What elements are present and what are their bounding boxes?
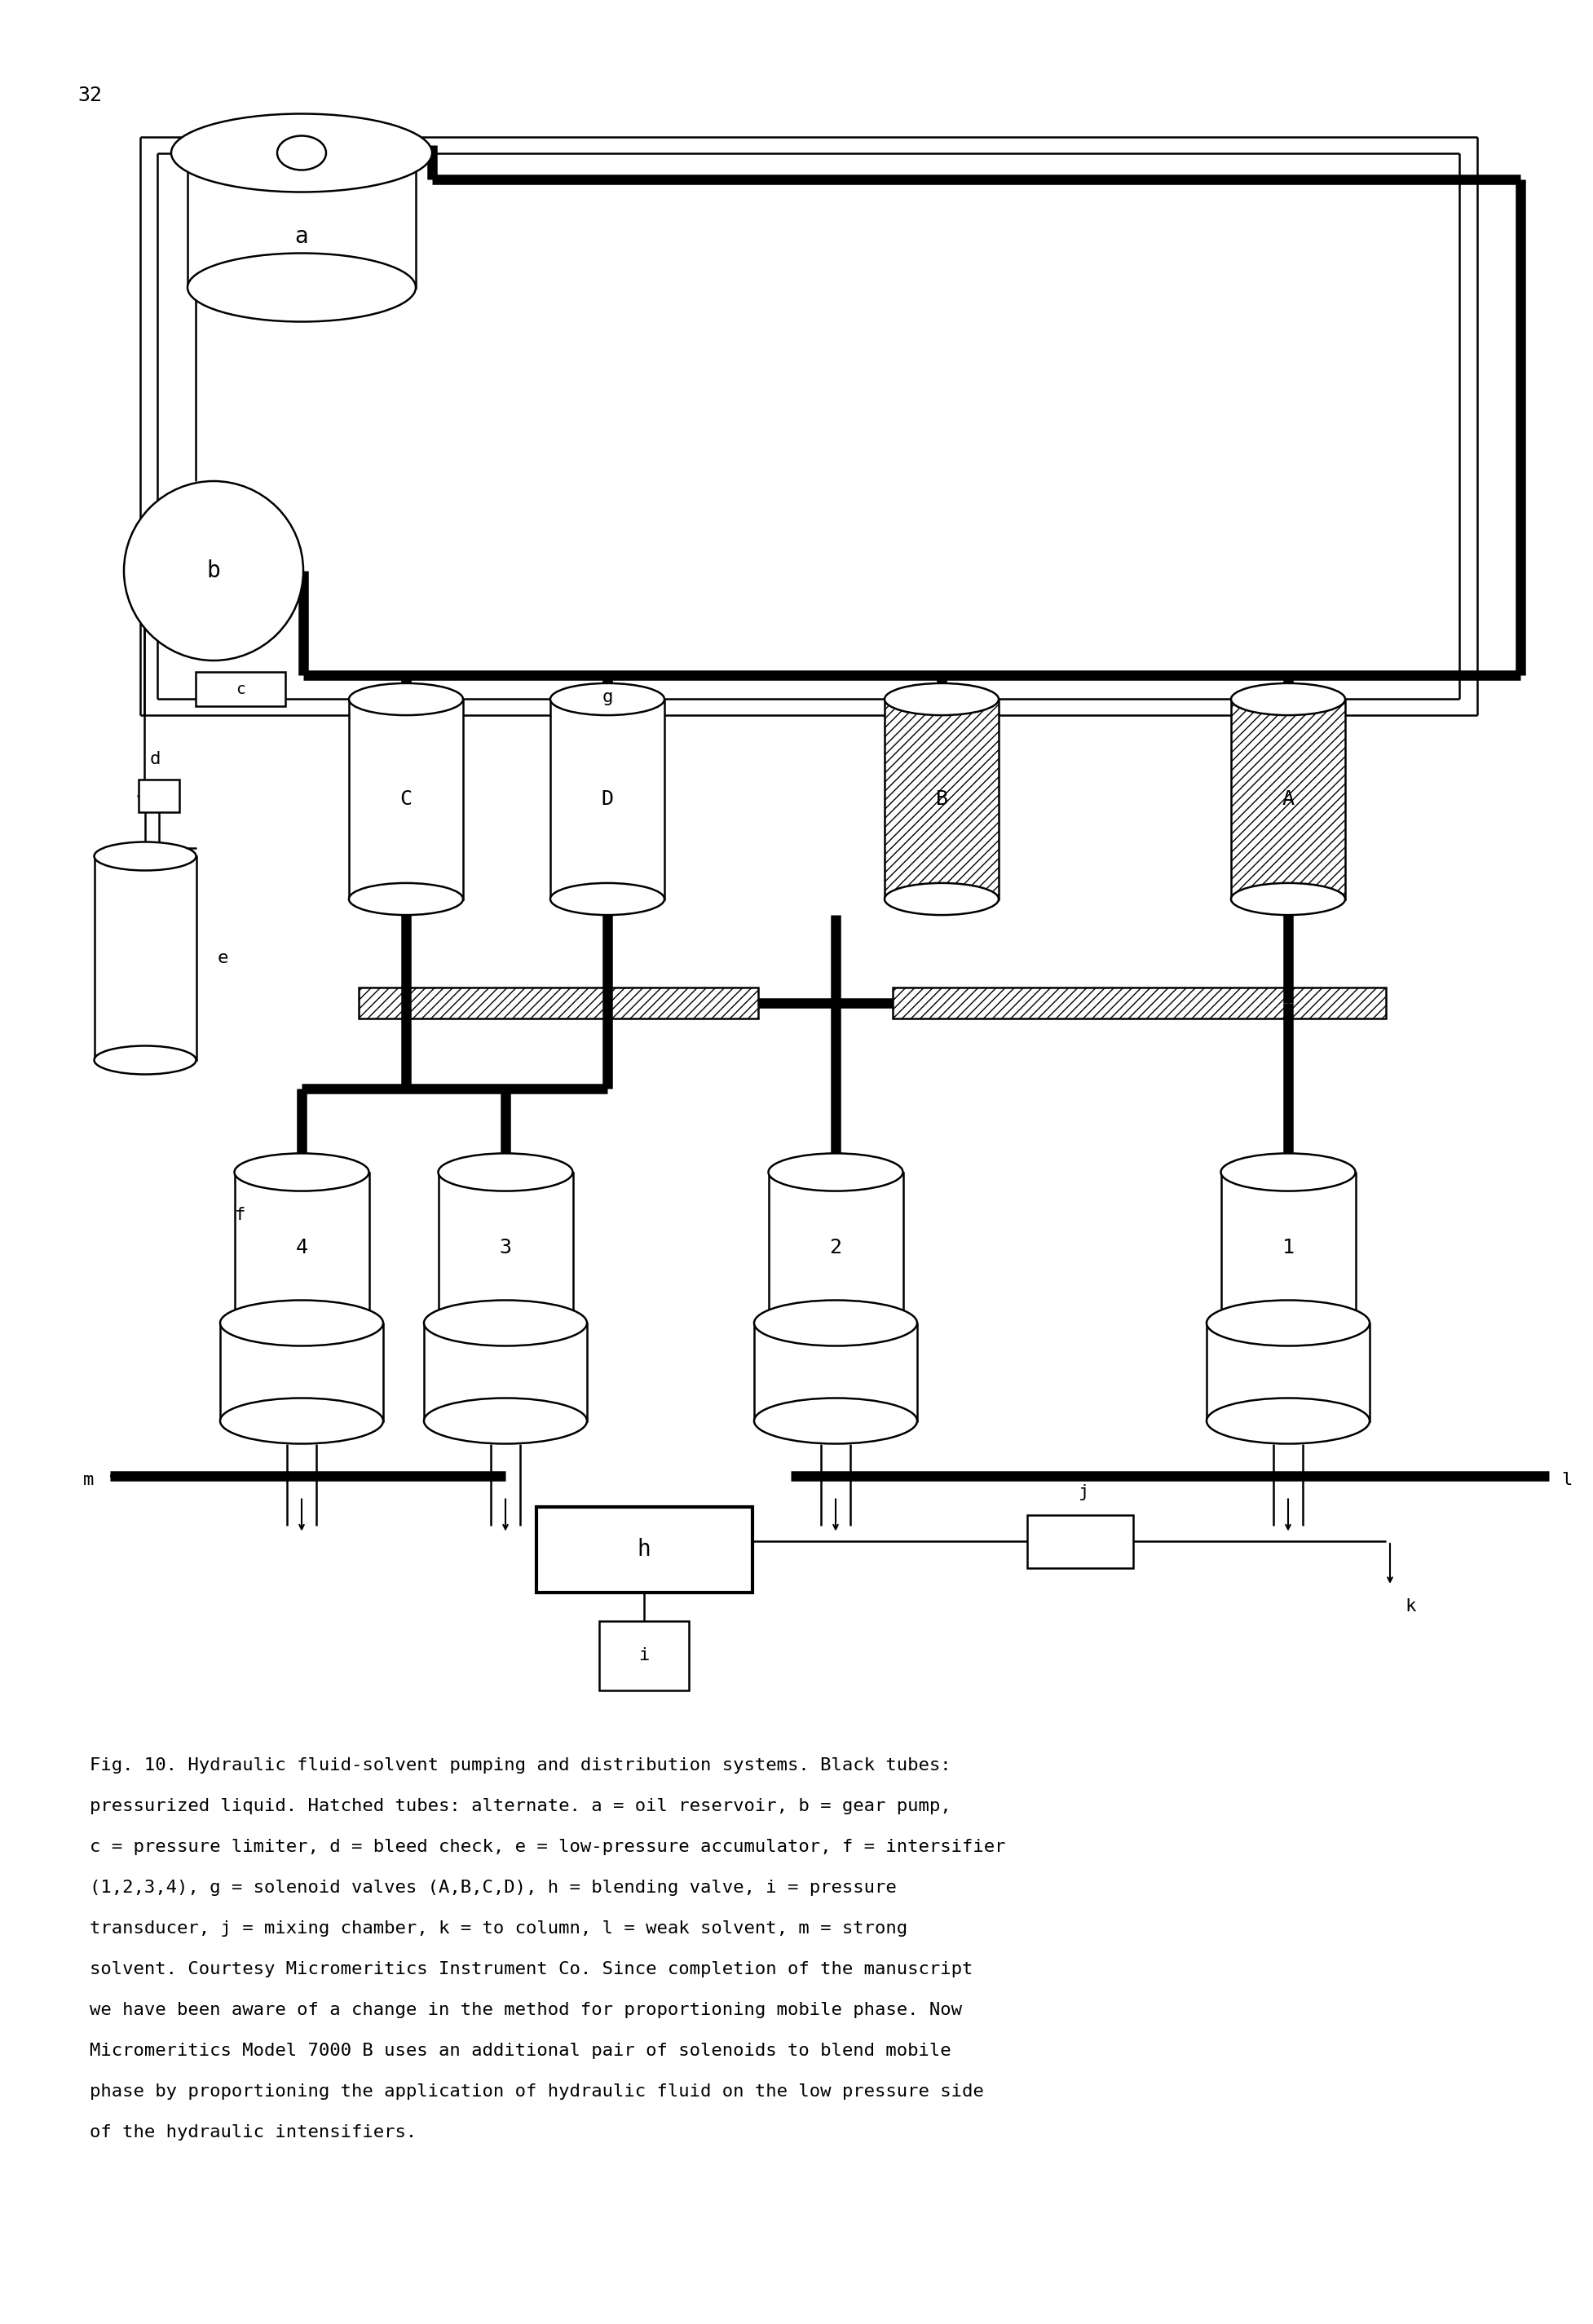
Text: A: A — [1282, 790, 1294, 809]
Text: C: C — [400, 790, 413, 809]
Ellipse shape — [188, 253, 416, 321]
Ellipse shape — [884, 683, 999, 716]
Text: B: B — [935, 790, 948, 809]
Bar — [438, 1171, 573, 1322]
Text: solvent. Courtesy Micromeritics Instrument Co. Since completion of the manuscrip: solvent. Courtesy Micromeritics Instrume… — [89, 1961, 973, 1978]
Text: transducer, j = mixing chamber, k = to column, l = weak solvent, m = strong: transducer, j = mixing chamber, k = to c… — [89, 1920, 908, 1936]
Ellipse shape — [220, 1299, 384, 1346]
Ellipse shape — [1220, 1153, 1356, 1190]
Ellipse shape — [550, 683, 664, 716]
Text: (1,2,3,4), g = solenoid valves (A,B,C,D), h = blending valve, i = pressure: (1,2,3,4), g = solenoid valves (A,B,C,D)… — [89, 1880, 897, 1896]
Text: 4: 4 — [296, 1239, 307, 1257]
Text: c: c — [236, 681, 245, 697]
Text: 3: 3 — [499, 1239, 511, 1257]
Text: j: j — [1078, 1485, 1090, 1501]
Ellipse shape — [349, 883, 464, 916]
Text: Micromeritics Model 7000 B uses an additional pair of solenoids to blend mobile: Micromeritics Model 7000 B uses an addit… — [89, 2043, 951, 2059]
Bar — [1231, 700, 1344, 899]
Ellipse shape — [170, 114, 432, 193]
Ellipse shape — [768, 1304, 903, 1341]
Bar — [196, 672, 285, 706]
Ellipse shape — [424, 1399, 586, 1443]
Text: i: i — [639, 1648, 650, 1664]
Ellipse shape — [424, 1299, 586, 1346]
Ellipse shape — [768, 1153, 903, 1190]
Ellipse shape — [550, 883, 664, 916]
Ellipse shape — [94, 1046, 196, 1074]
Text: l: l — [1561, 1471, 1572, 1487]
Bar — [1206, 1322, 1370, 1420]
Ellipse shape — [884, 883, 999, 916]
Text: 32: 32 — [78, 86, 102, 105]
Bar — [424, 1322, 586, 1420]
Bar — [358, 988, 758, 1018]
Bar — [139, 779, 180, 811]
Text: m: m — [83, 1471, 94, 1487]
Bar — [234, 1171, 370, 1322]
Ellipse shape — [1231, 683, 1344, 716]
Bar — [892, 988, 1386, 1018]
Text: d: d — [150, 751, 161, 767]
Bar — [1220, 1171, 1356, 1322]
Bar — [188, 153, 416, 288]
Text: g: g — [602, 688, 613, 706]
Ellipse shape — [234, 1304, 370, 1341]
Bar — [349, 700, 464, 899]
Text: a: a — [295, 225, 309, 249]
Text: h: h — [637, 1538, 652, 1562]
Ellipse shape — [349, 683, 464, 716]
Ellipse shape — [277, 135, 327, 170]
Ellipse shape — [753, 1399, 918, 1443]
Text: b: b — [207, 560, 220, 583]
Text: D: D — [601, 790, 613, 809]
Ellipse shape — [438, 1304, 573, 1341]
Ellipse shape — [234, 1153, 370, 1190]
Text: c = pressure limiter, d = bleed check, e = low-pressure accumulator, f = intersi: c = pressure limiter, d = bleed check, e… — [89, 1838, 1005, 1855]
Bar — [550, 700, 664, 899]
Ellipse shape — [94, 841, 196, 872]
Bar — [753, 1322, 918, 1420]
Bar — [94, 855, 196, 1060]
Ellipse shape — [1220, 1304, 1356, 1341]
Ellipse shape — [220, 1399, 384, 1443]
Text: k: k — [1405, 1599, 1416, 1615]
Bar — [535, 1506, 752, 1592]
Text: e: e — [217, 951, 228, 967]
Text: pressurized liquid. Hatched tubes: alternate. a = oil reservoir, b = gear pump,: pressurized liquid. Hatched tubes: alter… — [89, 1799, 951, 1815]
Bar — [1027, 1515, 1133, 1569]
Text: we have been aware of a change in the method for proportioning mobile phase. Now: we have been aware of a change in the me… — [89, 2001, 962, 2017]
Text: 2: 2 — [830, 1239, 841, 1257]
Ellipse shape — [438, 1153, 573, 1190]
Text: 1: 1 — [1282, 1239, 1294, 1257]
Text: f: f — [236, 1206, 245, 1222]
Text: of the hydraulic intensifiers.: of the hydraulic intensifiers. — [89, 2124, 417, 2140]
Ellipse shape — [1206, 1299, 1370, 1346]
Bar — [599, 1620, 688, 1690]
Text: phase by proportioning the application of hydraulic fluid on the low pressure si: phase by proportioning the application o… — [89, 2082, 984, 2101]
Text: Fig. 10. Hydraulic fluid-solvent pumping and distribution systems. Black tubes:: Fig. 10. Hydraulic fluid-solvent pumping… — [89, 1757, 951, 1773]
Ellipse shape — [124, 481, 303, 660]
Bar — [768, 1171, 903, 1322]
Ellipse shape — [1231, 883, 1344, 916]
Ellipse shape — [1206, 1399, 1370, 1443]
Ellipse shape — [753, 1299, 918, 1346]
Bar — [220, 1322, 384, 1420]
Bar — [884, 700, 999, 899]
